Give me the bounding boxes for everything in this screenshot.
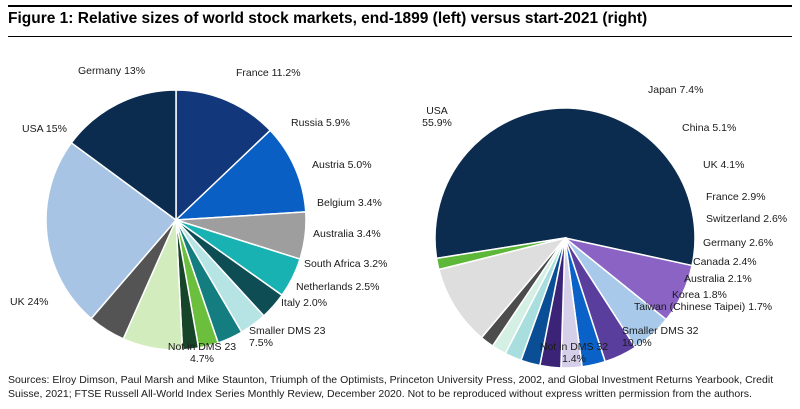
figure-title: Figure 1: Relative sizes of world stock … (8, 10, 648, 27)
slice-label-usa: USA 55.9% (422, 105, 452, 129)
slice-label-china: China 5.1% (682, 122, 736, 134)
slice-label-austria: Austria 5.0% (312, 159, 372, 171)
slice-label-italy: Italy 2.0% (281, 297, 327, 309)
slice-label-smaller-dms-23: Smaller DMS 23 7.5% (249, 325, 326, 349)
source-note: Sources: Elroy Dimson, Paul Marsh and Mi… (8, 374, 774, 400)
slice-label-australia: Australia 3.4% (313, 228, 381, 240)
pie-slice-usa (70, 89, 177, 222)
slice-label-switzerland: Switzerland 2.6% (706, 213, 787, 225)
top-rule (8, 5, 792, 7)
slice-label-korea: Korea 1.8% (672, 289, 727, 301)
slice-label-france: France 2.9% (706, 191, 766, 203)
slice-label-netherlands: Netherlands 2.5% (296, 281, 379, 293)
slice-label-uk: UK 24% (10, 296, 49, 308)
pie-slice-smaller-dms-32 (437, 236, 568, 339)
slice-label-germany: Germany 13% (78, 65, 145, 77)
slice-label-not-in-dms-32: Not in DMS 32 1.4% (540, 341, 608, 365)
slice-label-canada: Canada 2.4% (693, 256, 757, 268)
slice-label-taiwan-chinese-taipei-: Taiwan (Chinese Taipei) 1.7% (634, 301, 772, 313)
slice-label-australia: Australia 2.1% (684, 273, 752, 285)
slice-label-belgium: Belgium 3.4% (317, 197, 382, 209)
pie-charts: Germany 13% France 11.2% Russia 5.9% Austri… (10, 65, 787, 369)
pie-slice-uk (45, 141, 178, 320)
slice-label-south-africa: South Africa 3.2% (304, 258, 387, 270)
slice-label-france: France 11.2% (236, 67, 301, 79)
pie-slice-not-in-dms-32 (435, 237, 566, 271)
pie-slice-france (173, 129, 307, 221)
slice-label-usa: USA 15% (22, 123, 67, 135)
slice-label-japan: Japan 7.4% (648, 84, 703, 96)
title-rule (8, 36, 792, 37)
pie-chart-1899: Germany 13% France 11.2% Russia 5.9% Austri… (10, 65, 387, 365)
slice-label-smaller-dms-32: Smaller DMS 32 10.0% (622, 325, 699, 349)
slice-label-uk: UK 4.1% (703, 159, 744, 171)
pie-chart-2021: USA 55.9% Japan 7.4% China 5.1% UK 4.1% Franc… (422, 84, 787, 369)
pie-slice-germany (175, 89, 272, 222)
slice-label-not-in-dms-23: Not in DMS 23 4.7% (168, 341, 236, 365)
slice-label-russia: Russia 5.9% (291, 117, 350, 129)
slice-label-germany: Germany 2.6% (703, 237, 773, 249)
pie-slice-usa (434, 107, 696, 267)
